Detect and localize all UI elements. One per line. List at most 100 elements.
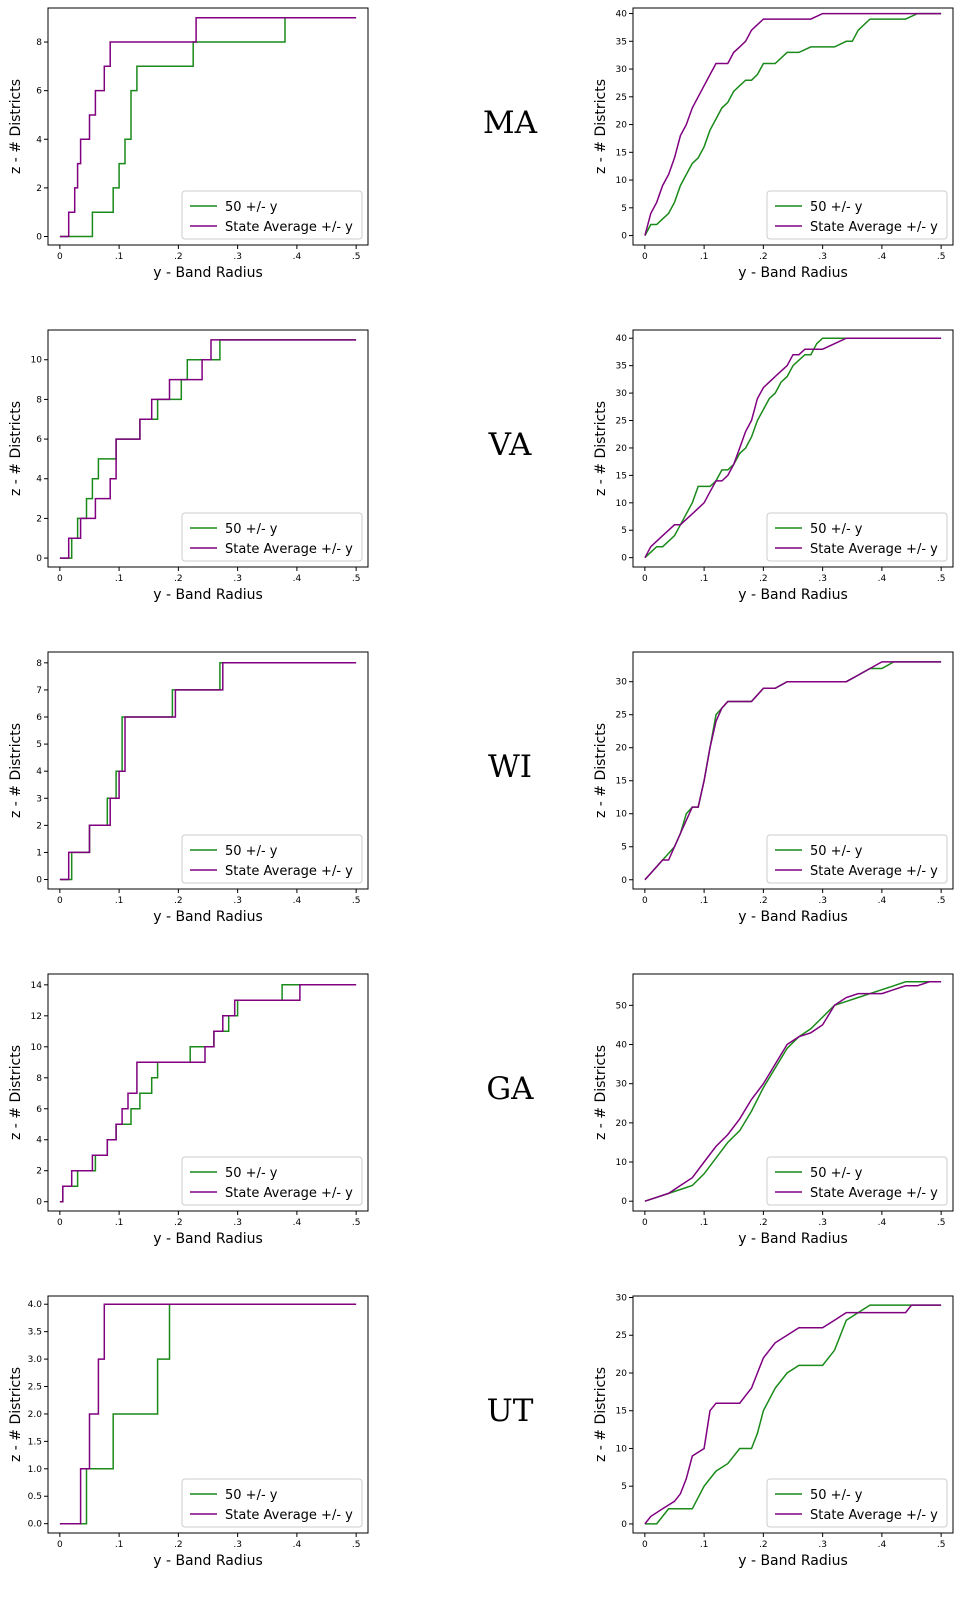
x-axis-label: y - Band Radius xyxy=(153,1231,263,1247)
x-tick-label: .4 xyxy=(878,896,887,906)
y-axis-label: z - # Districts xyxy=(8,401,24,496)
y-tick-label: 8 xyxy=(36,1074,42,1084)
x-tick-label: .1 xyxy=(115,1540,124,1550)
legend: 50 +/- y State Average +/- y xyxy=(766,1478,948,1528)
row-ut: UT 0.1.2.3.4.5 0.0 0.5 1.0 1.5 2.0 2.5 3.0 3.5 4.0… xyxy=(0,1288,977,1608)
y-tick-label: 35 xyxy=(616,362,627,372)
x-tick-label: .4 xyxy=(293,574,302,584)
x-tick-label: .2 xyxy=(174,252,183,262)
series-line-50 xyxy=(59,1303,357,1525)
state-label: UT xyxy=(486,1393,534,1429)
x-tick-label: .1 xyxy=(700,896,709,906)
y-tick-label: 6 xyxy=(36,435,42,445)
y-axis-label: z - # Districts xyxy=(8,1367,24,1462)
x-tick-label: .2 xyxy=(759,1540,768,1550)
legend-label: State Average +/- y xyxy=(225,864,353,879)
y-tick-label: 5 xyxy=(36,740,42,750)
series-line-state-average xyxy=(59,16,357,238)
plot-frame xyxy=(47,1295,369,1534)
x-tick-label: .4 xyxy=(878,1540,887,1550)
x-tick-label: .3 xyxy=(818,252,827,262)
series-line-50 xyxy=(644,12,942,236)
plot-frame xyxy=(47,7,369,246)
x-tick-label: .3 xyxy=(233,1218,242,1228)
x-axis-label: y - Band Radius xyxy=(738,909,848,925)
legend: 50 +/- y State Average +/- y xyxy=(181,512,363,562)
x-tick-label: .5 xyxy=(352,1218,361,1228)
legend-label: 50 +/- y xyxy=(810,1166,863,1181)
x-tick-label: .5 xyxy=(352,896,361,906)
x-tick-label: .5 xyxy=(352,252,361,262)
y-tick-label: 0 xyxy=(36,876,42,886)
chart-va-left: 0 .1 .2 .3 .4 .5 0 2 4 6 8 10 y - Band Radius z - # D… xyxy=(8,329,369,603)
y-tick-label: 10 xyxy=(616,1444,628,1454)
legend: 50 +/- y State Average +/- y xyxy=(766,834,948,884)
y-tick-label: 0 xyxy=(36,554,42,564)
chart-ga-left: 0 .1 .2 .3 .4 .5 0 2 4 6 8 10 12 14 y - Band Radius z -… xyxy=(8,973,369,1247)
series-line-state-average xyxy=(644,1304,942,1525)
y-tick-label: 5 xyxy=(621,843,627,853)
y-axis-label: z - # Districts xyxy=(593,1045,609,1140)
x-tick-label: .1 xyxy=(115,574,124,584)
plot-frame xyxy=(632,1295,954,1534)
legend-label: 50 +/- y xyxy=(225,200,278,215)
y-tick-label: 4 xyxy=(36,475,42,485)
series-line-state-average xyxy=(59,339,357,559)
x-tick-label: .2 xyxy=(174,1218,183,1228)
y-axis-label: z - # Districts xyxy=(593,401,609,496)
legend-label: State Average +/- y xyxy=(225,1508,353,1523)
series-line-state-average xyxy=(59,1303,357,1525)
y-tick-label: 30 xyxy=(616,678,628,688)
x-tick-label: .4 xyxy=(293,252,302,262)
y-axis-label: z - # Districts xyxy=(593,79,609,174)
series-line-50 xyxy=(644,337,942,559)
y-tick-label: 40 xyxy=(616,1041,628,1051)
x-tick-label: .2 xyxy=(174,574,183,584)
y-tick-label: 20 xyxy=(616,1369,628,1379)
x-tick-label: 0 xyxy=(642,1540,648,1550)
legend: 50 +/- y State Average +/- y xyxy=(181,1156,363,1206)
chart-ga-right: 0 .1 .2 .3 .4 .5 0 10 20 30 40 50 y - Band Radius z -… xyxy=(593,973,954,1247)
plot-frame xyxy=(47,973,369,1212)
x-tick-label: .3 xyxy=(818,1540,827,1550)
x-tick-label: 0 xyxy=(642,252,648,262)
y-axis-label: z - # Districts xyxy=(8,79,24,174)
plot-frame xyxy=(632,7,954,246)
series-line-state-average xyxy=(59,984,357,1203)
y-tick-label: 2.0 xyxy=(28,1410,43,1420)
series-line-50 xyxy=(644,1304,942,1525)
y-tick-label: 6 xyxy=(36,713,42,723)
y-tick-label: 4 xyxy=(36,135,42,145)
legend-label: 50 +/- y xyxy=(810,1488,863,1503)
legend-label: 50 +/- y xyxy=(810,200,863,215)
legend-label: State Average +/- y xyxy=(810,1508,938,1523)
series-line-state-average xyxy=(59,662,357,881)
x-tick-label: .4 xyxy=(878,252,887,262)
y-axis-label: z - # Districts xyxy=(593,1367,609,1462)
y-tick-label: 15 xyxy=(616,1407,627,1417)
x-tick-label: 0 xyxy=(57,896,63,906)
y-tick-label: 2 xyxy=(36,514,42,524)
series-line-state-average xyxy=(644,12,942,236)
y-tick-label: 20 xyxy=(616,121,628,131)
legend-label: State Average +/- y xyxy=(810,864,938,879)
x-tick-label: .5 xyxy=(937,1540,946,1550)
row-wi: WI 0 .1 .2 .3 .4 .5 0 1 2 3 4 5 6 7 8 y - Band Radius z -… xyxy=(0,644,977,964)
x-tick-label: .1 xyxy=(115,896,124,906)
y-tick-label: 14 xyxy=(31,981,43,991)
y-tick-label: 0 xyxy=(621,232,627,242)
x-tick-label: .5 xyxy=(937,896,946,906)
chart-ut-left: 0 .1 .2 .3 .4 .5 0.0 0.5 1.0 1.5 2.0 2.5 3.0 3.5 4.0 y … xyxy=(8,1295,369,1569)
y-tick-label: 0.5 xyxy=(28,1492,42,1502)
y-tick-label: 4 xyxy=(36,1136,42,1146)
y-tick-label: 6 xyxy=(36,87,42,97)
legend-label: 50 +/- y xyxy=(225,522,278,537)
y-tick-label: 12 xyxy=(31,1012,42,1022)
x-tick-label: .5 xyxy=(937,1218,946,1228)
y-tick-label: 20 xyxy=(616,444,628,454)
legend-label: 50 +/- y xyxy=(225,1166,278,1181)
x-tick-label: 0 xyxy=(57,574,63,584)
x-axis-label: y - Band Radius xyxy=(153,587,263,603)
y-tick-label: 0 xyxy=(36,1198,42,1208)
y-tick-label: 8 xyxy=(36,395,42,405)
